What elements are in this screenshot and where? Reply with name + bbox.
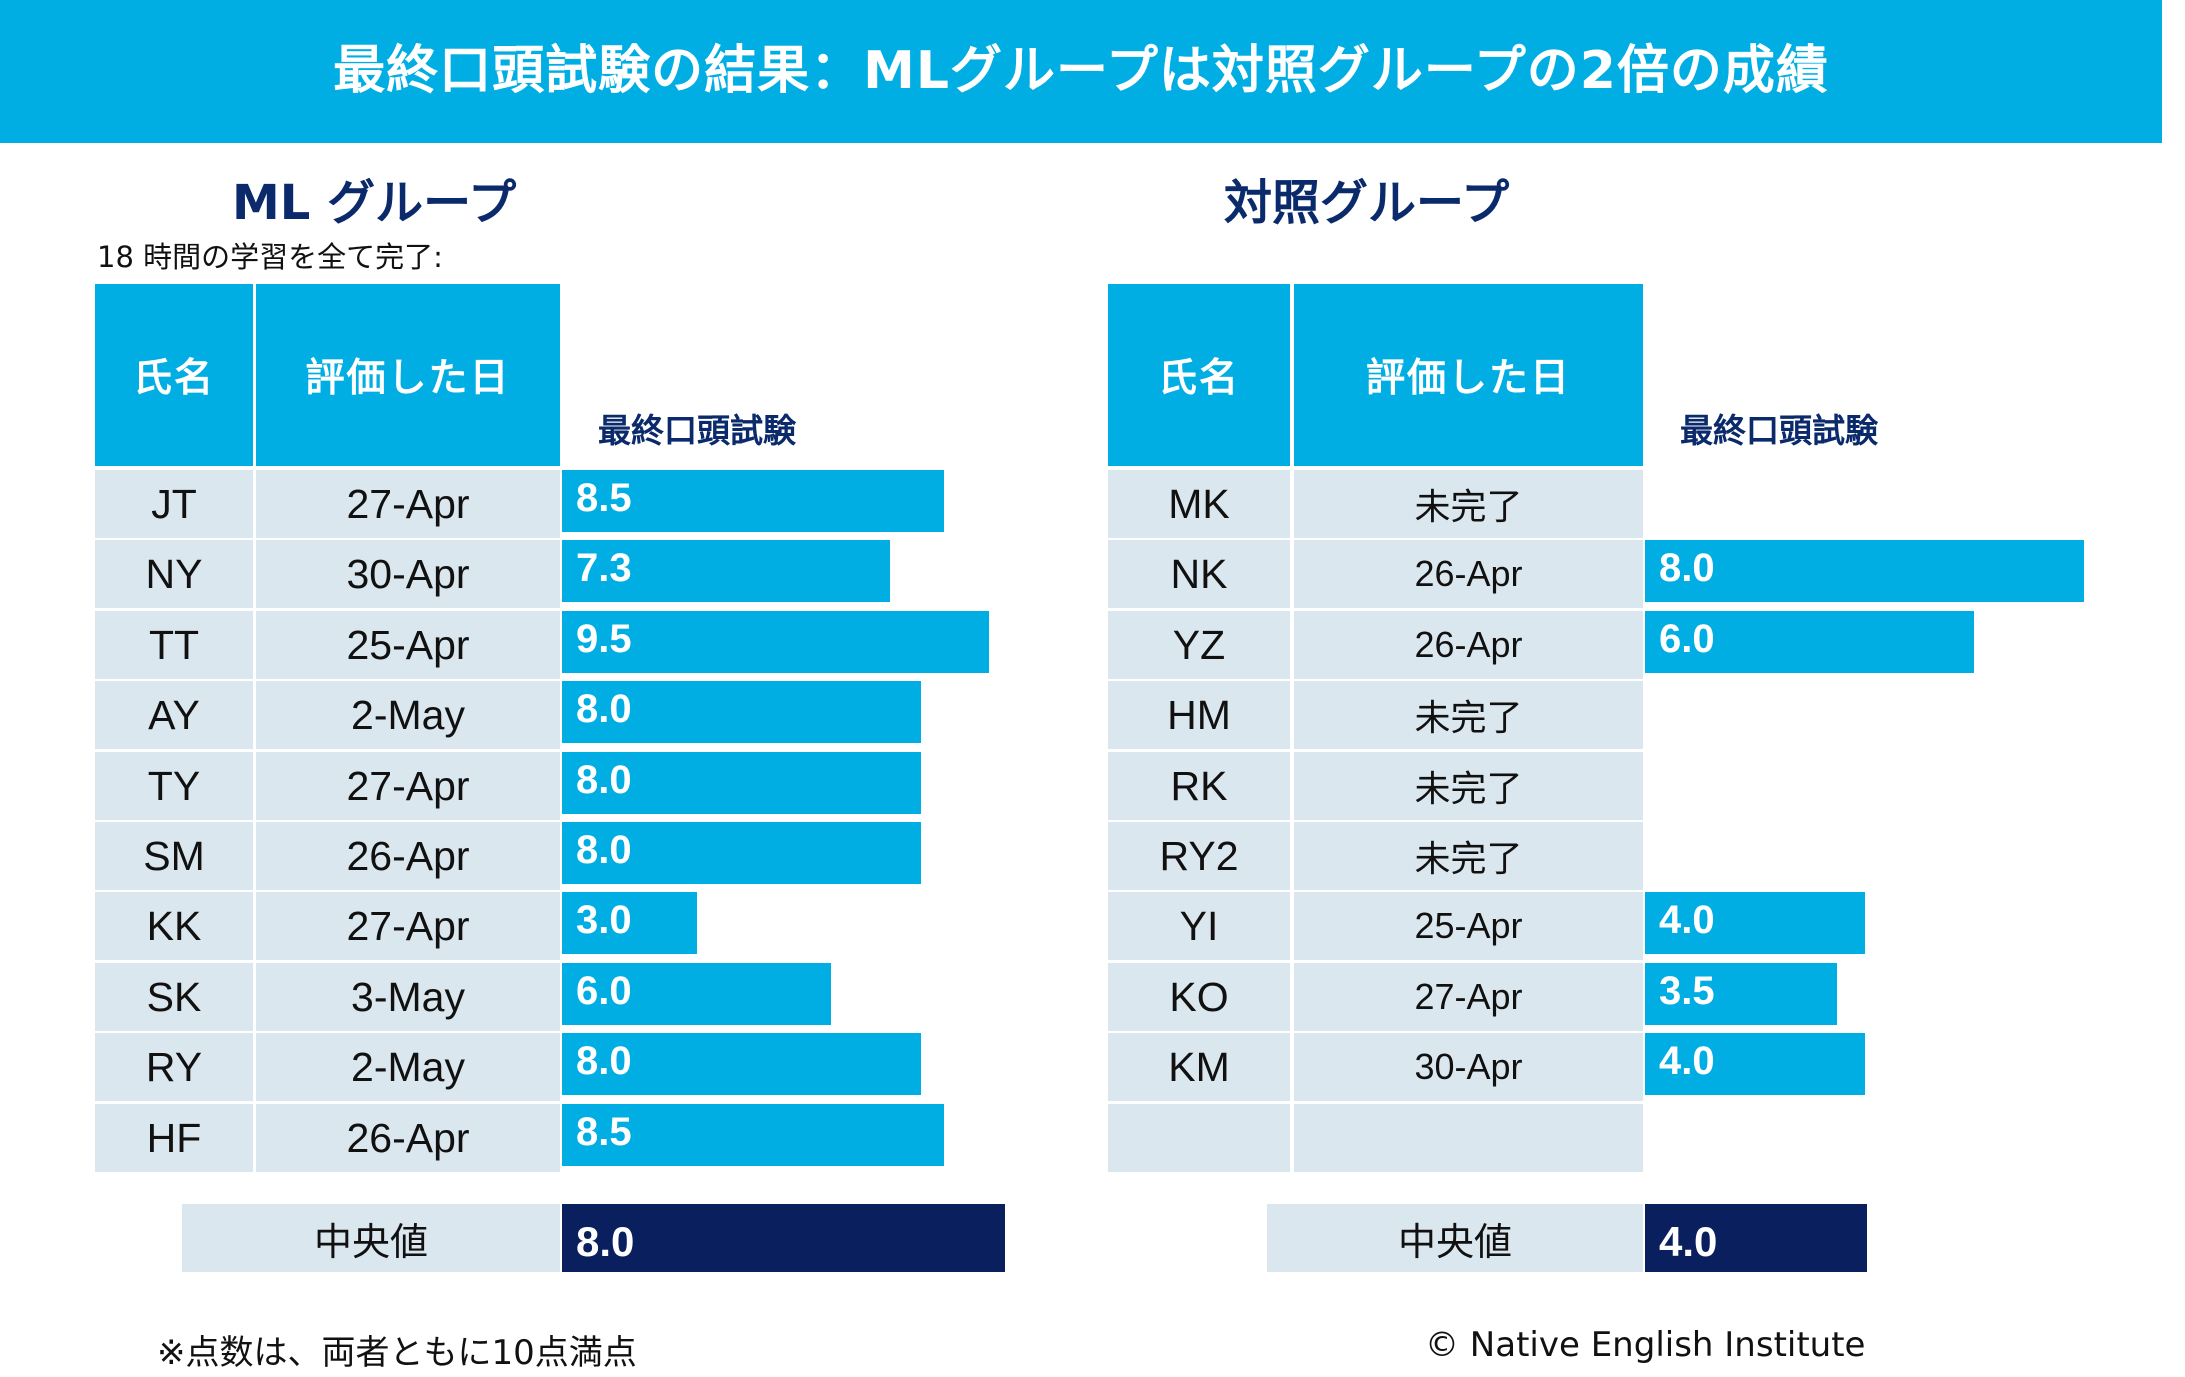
ml-col-date-header: 評価した日 [256, 284, 560, 466]
control-row-name: KO [1108, 963, 1290, 1031]
ml-score-bar: 9.5 [562, 611, 989, 673]
control-score-bar: 6.0 [1645, 611, 1974, 673]
ml-row-name: JT [95, 470, 253, 538]
ml-row-date: 2-May [256, 681, 560, 749]
control-median-label: 中央値 [1267, 1204, 1643, 1272]
control-row-name: MK [1108, 470, 1290, 538]
control-row-date: 27-Apr [1294, 963, 1643, 1031]
ml-row-date: 26-Apr [256, 822, 560, 890]
control-score-bar: 3.5 [1645, 963, 1837, 1025]
control-row-date: 未完了 [1294, 822, 1643, 890]
control-row-name: YI [1108, 892, 1290, 960]
control-row-name: HM [1108, 681, 1290, 749]
control-row-date: 未完了 [1294, 752, 1643, 820]
control-group-heading: 対照グループ [1224, 175, 1510, 231]
ml-score-bar: 8.0 [562, 752, 921, 814]
control-row-date [1294, 1104, 1643, 1172]
ml-group-heading: ML グループ [232, 175, 517, 231]
control-row-date: 26-Apr [1294, 611, 1643, 679]
control-row-date: 26-Apr [1294, 540, 1643, 608]
control-median-value: 4.0 [1645, 1204, 1867, 1272]
control-col-name-header: 氏名 [1108, 284, 1290, 466]
control-row-date: 未完了 [1294, 681, 1643, 749]
ml-row-name: SM [95, 822, 253, 890]
copyright: © Native English Institute [1425, 1325, 1866, 1365]
ml-row-name: RY [95, 1033, 253, 1101]
control-row-name: RK [1108, 752, 1290, 820]
control-col-score-header: 最終口頭試験 [1680, 411, 1878, 450]
control-row-name: KM [1108, 1033, 1290, 1101]
control-row-date: 30-Apr [1294, 1033, 1643, 1101]
ml-row-name: NY [95, 540, 253, 608]
ml-col-name-header: 氏名 [95, 284, 253, 466]
ml-score-bar: 8.0 [562, 1033, 921, 1095]
control-row-date: 未完了 [1294, 470, 1643, 538]
ml-median-label: 中央値 [182, 1204, 560, 1272]
ml-col-score-header: 最終口頭試験 [598, 411, 796, 450]
control-row-name: YZ [1108, 611, 1290, 679]
control-row-name: NK [1108, 540, 1290, 608]
ml-row-date: 30-Apr [256, 540, 560, 608]
ml-row-date: 26-Apr [256, 1104, 560, 1172]
ml-score-bar: 8.5 [562, 470, 944, 532]
control-row-date: 25-Apr [1294, 892, 1643, 960]
ml-score-bar: 8.0 [562, 681, 921, 743]
ml-row-date: 25-Apr [256, 611, 560, 679]
ml-score-bar: 3.0 [562, 892, 697, 954]
ml-score-bar: 7.3 [562, 540, 890, 602]
ml-row-name: HF [95, 1104, 253, 1172]
ml-row-date: 27-Apr [256, 470, 560, 538]
control-score-bar: 4.0 [1645, 892, 1865, 954]
ml-score-bar: 8.5 [562, 1104, 944, 1166]
ml-score-bar: 8.0 [562, 822, 921, 884]
ml-row-date: 27-Apr [256, 892, 560, 960]
ml-group-subtitle: 18 時間の学習を全て完了: [97, 240, 443, 274]
ml-row-name: SK [95, 963, 253, 1031]
control-col-date-header: 評価した日 [1294, 284, 1643, 466]
ml-median-value: 8.0 [562, 1204, 1005, 1272]
ml-score-bar: 6.0 [562, 963, 831, 1025]
ml-row-date: 3-May [256, 963, 560, 1031]
ml-row-date: 2-May [256, 1033, 560, 1101]
control-row-name: RY2 [1108, 822, 1290, 890]
control-score-bar: 8.0 [1645, 540, 2084, 602]
title-banner: 最終口頭試験の結果：MLグループは対照グループの2倍の成績 [0, 0, 2162, 143]
ml-row-name: AY [95, 681, 253, 749]
control-score-bar: 4.0 [1645, 1033, 1865, 1095]
footnote: ※点数は、両者ともに10点満点 [157, 1333, 637, 1373]
page-title: 最終口頭試験の結果：MLグループは対照グループの2倍の成績 [333, 41, 1829, 101]
ml-row-name: TT [95, 611, 253, 679]
control-row-name [1108, 1104, 1290, 1172]
ml-row-name: KK [95, 892, 253, 960]
ml-row-name: TY [95, 752, 253, 820]
ml-row-date: 27-Apr [256, 752, 560, 820]
